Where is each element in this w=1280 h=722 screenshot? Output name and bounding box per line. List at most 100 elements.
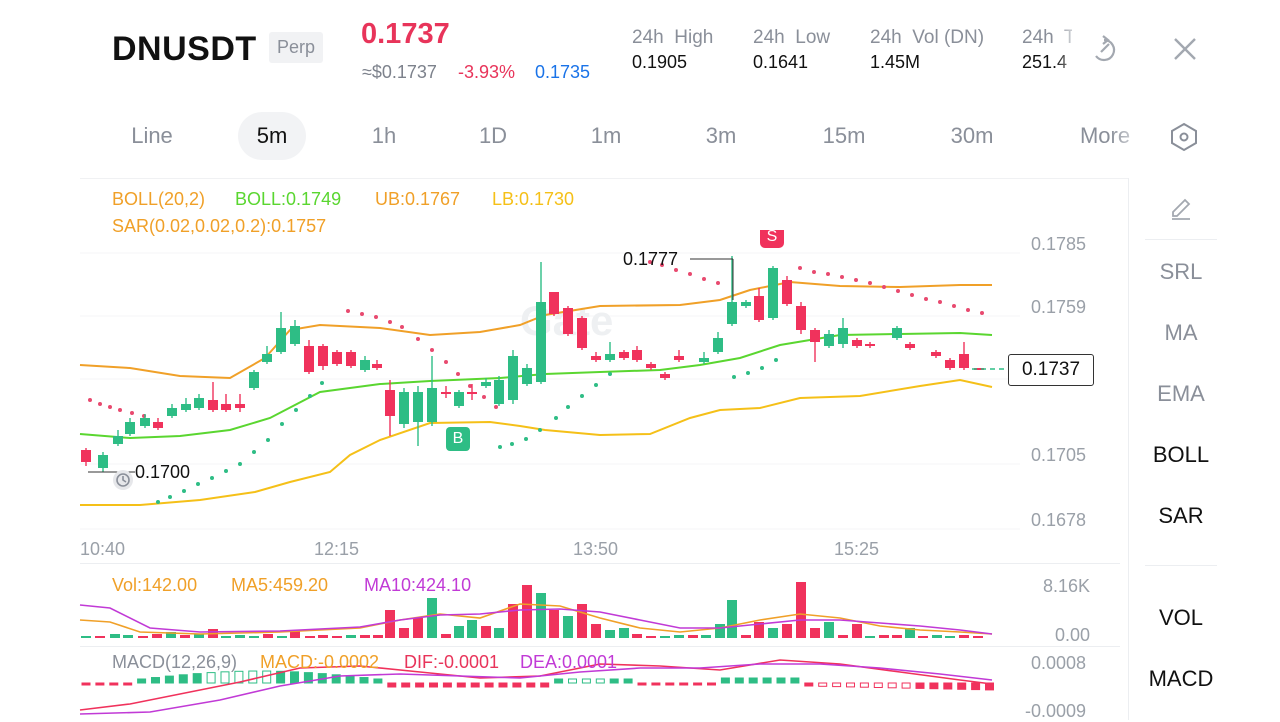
- sar-dot: [108, 405, 112, 409]
- sell-marker[interactable]: S: [760, 229, 784, 248]
- usd-price: ≈$0.1737: [362, 62, 437, 82]
- volume-bar: [180, 635, 190, 638]
- macd-bar: [276, 670, 286, 684]
- volume-bar: [674, 635, 684, 638]
- sar-dot: [826, 272, 830, 276]
- y-tick-1: 0.1785: [1031, 234, 1087, 254]
- volume-bar: [796, 582, 806, 638]
- macd-bar: [151, 677, 160, 684]
- sar-dot: [224, 469, 228, 473]
- macd-bar: [581, 678, 591, 684]
- sar-dot: [196, 482, 200, 486]
- macd-bar: [929, 682, 939, 690]
- close-icon[interactable]: [1172, 36, 1198, 69]
- sar-dot: [308, 394, 312, 398]
- macd-legend-dif: DIF:-0.0001: [404, 652, 500, 672]
- settings-hexagon-icon[interactable]: [1170, 122, 1198, 157]
- indicator-srl[interactable]: SRL: [1159, 259, 1203, 284]
- sar-dot: [468, 384, 472, 388]
- indicator-macd[interactable]: MACD: [1148, 666, 1214, 691]
- macd-bar: [554, 678, 564, 684]
- macd-bar: [526, 682, 536, 688]
- sar-dot: [182, 489, 186, 493]
- sar-dot: [882, 285, 886, 289]
- sar-dot: [388, 320, 392, 324]
- sar-dot: [812, 270, 816, 274]
- y-tick-5: 0.1678: [1031, 510, 1087, 530]
- macd-bar: [81, 682, 91, 686]
- macd-bar: [387, 682, 397, 688]
- indicator-vol[interactable]: VOL: [1158, 605, 1204, 630]
- sar-dot: [400, 325, 404, 329]
- candle-body: [699, 358, 709, 362]
- indicator-ma[interactable]: MA: [1164, 320, 1198, 345]
- sar-dot: [840, 275, 844, 279]
- stat-low-value: 0.1641: [753, 52, 809, 72]
- volume-bar: [454, 626, 464, 638]
- macd-bar: [429, 682, 438, 688]
- macd-bar: [762, 677, 772, 684]
- volume-bar: [494, 628, 504, 638]
- sar-dot: [966, 308, 970, 312]
- sar-dot: [594, 383, 598, 387]
- pencil-icon[interactable]: [1129, 196, 1233, 228]
- candle-body: [346, 352, 356, 366]
- macd-bar: [290, 671, 299, 684]
- sar-dot: [416, 337, 420, 341]
- volume-bar: [918, 636, 928, 638]
- sar-dot: [346, 309, 350, 313]
- kline-chart[interactable]: Gate: [0, 0, 1128, 720]
- candle-body: [454, 392, 464, 406]
- tab-1h[interactable]: 1h: [371, 123, 397, 148]
- volume-bar: [973, 636, 983, 638]
- volume-bar: [95, 636, 105, 638]
- x-tick-1: 10:40: [80, 539, 126, 559]
- indicator-sar[interactable]: SAR: [1158, 503, 1204, 528]
- macd-bar: [901, 682, 911, 689]
- macd-bar: [359, 677, 369, 684]
- tab-5m[interactable]: 5m: [238, 112, 306, 160]
- tab-15m[interactable]: 15m: [822, 123, 866, 148]
- sar-dot: [88, 398, 92, 402]
- tab-3m[interactable]: 3m: [705, 123, 737, 148]
- boll-upper-line: [79, 280, 992, 380]
- indicator-boll[interactable]: BOLL: [1152, 442, 1210, 467]
- tab-1m[interactable]: 1m: [590, 123, 622, 148]
- candle-body: [782, 280, 792, 304]
- buy-marker[interactable]: B: [446, 427, 470, 451]
- candle-body: [865, 344, 875, 346]
- macd-bar: [109, 682, 119, 686]
- tab-30m[interactable]: 30m: [950, 123, 994, 148]
- macd-bar: [665, 682, 675, 686]
- stat-high-label: 24h High: [632, 27, 714, 48]
- volume-bar: [646, 636, 656, 638]
- candle-body: [852, 340, 862, 346]
- indicator-ema[interactable]: EMA: [1157, 381, 1205, 406]
- candle-body: [945, 360, 955, 368]
- ma5-legend: MA5:459.20: [231, 575, 329, 595]
- volume-bar: [277, 636, 287, 638]
- sar-dot: [732, 375, 736, 379]
- tab-line[interactable]: Line: [131, 123, 173, 148]
- candle-body: [577, 318, 587, 348]
- share-arrow-icon[interactable]: [1090, 34, 1118, 71]
- macd-bar: [178, 674, 188, 684]
- candle-body: [113, 436, 123, 444]
- candle-body: [974, 368, 984, 370]
- volume-bar: [591, 624, 601, 638]
- candle-body: [125, 422, 135, 434]
- tab-1d[interactable]: 1D: [478, 123, 508, 148]
- candle-body: [276, 328, 286, 352]
- candle-body: [768, 268, 778, 318]
- volume-bar: [810, 628, 820, 638]
- high-price-label: 0.1777: [623, 249, 679, 269]
- volume-bar: [427, 598, 437, 638]
- sidebar-divider: [1145, 239, 1217, 240]
- dea-line: [79, 663, 993, 715]
- boll-lower-line: [80, 378, 993, 506]
- macd-bar: [915, 682, 925, 689]
- macd-bar: [748, 677, 758, 684]
- candle-body: [796, 306, 806, 330]
- y-tick-2: 0.1759: [1031, 297, 1087, 317]
- volume-bar: [399, 628, 409, 638]
